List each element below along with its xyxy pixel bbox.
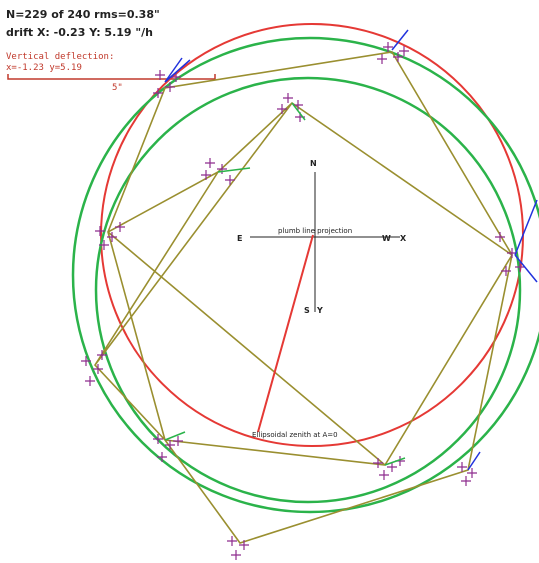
x-label: X [400, 234, 407, 243]
crosshair [250, 172, 400, 312]
deflection-values: x=-1.23 y=5.19 [6, 63, 82, 73]
stats: N=229 of 240 rms=0.38" [6, 8, 160, 21]
zenith-label: Ellipsoidal zenith at A=0 [252, 431, 338, 439]
north-label: N [310, 159, 317, 168]
drift-vectors [164, 29, 538, 471]
green-circle [71, 36, 539, 514]
measurement-clusters [81, 42, 525, 560]
green-circle [94, 76, 522, 504]
plumb-line [257, 234, 314, 433]
drift: drift X: -0.23 Y: 5.19 "/h [6, 26, 153, 39]
scale-label: 5" [112, 83, 123, 93]
scale-bar [7, 74, 216, 80]
south-label: S [304, 306, 310, 315]
west-label: W [382, 234, 391, 243]
east-label: E [237, 234, 242, 243]
y-label: Y [316, 306, 323, 315]
deflection-title: Vertical deflection: [6, 52, 114, 62]
connections [93, 51, 514, 544]
plumb-label: plumb line projection [278, 227, 352, 235]
